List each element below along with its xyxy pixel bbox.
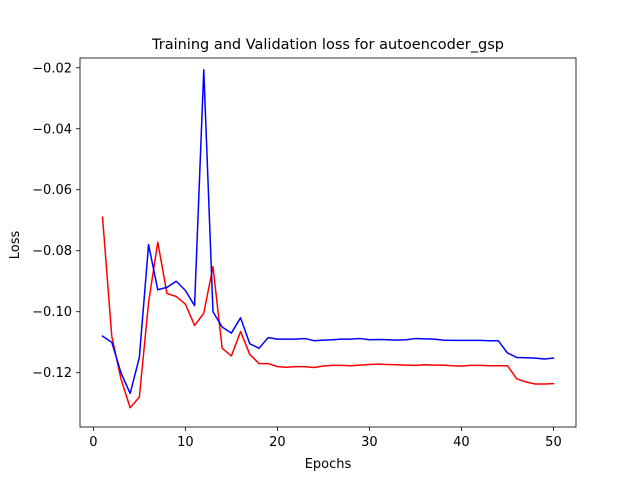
x-tick-label: 50 bbox=[545, 435, 562, 450]
y-tick-label: −0.12 bbox=[32, 366, 72, 381]
x-tick-label: 20 bbox=[269, 435, 286, 450]
x-tick-label: 0 bbox=[89, 435, 97, 450]
series-line-2 bbox=[101, 69, 555, 395]
y-tick-label: −0.10 bbox=[32, 305, 72, 320]
x-tick-label: 30 bbox=[361, 435, 378, 450]
y-axis-label: Loss bbox=[8, 231, 23, 260]
plot-frame bbox=[79, 57, 577, 428]
x-tick-label: 40 bbox=[453, 435, 470, 450]
series-line-1 bbox=[101, 216, 555, 409]
y-tick-label: −0.02 bbox=[32, 61, 72, 76]
y-tick-label: −0.08 bbox=[32, 244, 72, 259]
x-axis-label: Epochs bbox=[305, 457, 352, 472]
y-tick-label: −0.06 bbox=[32, 183, 72, 198]
chart-title: Training and Validation loss for autoenc… bbox=[151, 37, 504, 53]
x-tick-label: 10 bbox=[177, 435, 194, 450]
y-tick-label: −0.04 bbox=[32, 122, 72, 137]
